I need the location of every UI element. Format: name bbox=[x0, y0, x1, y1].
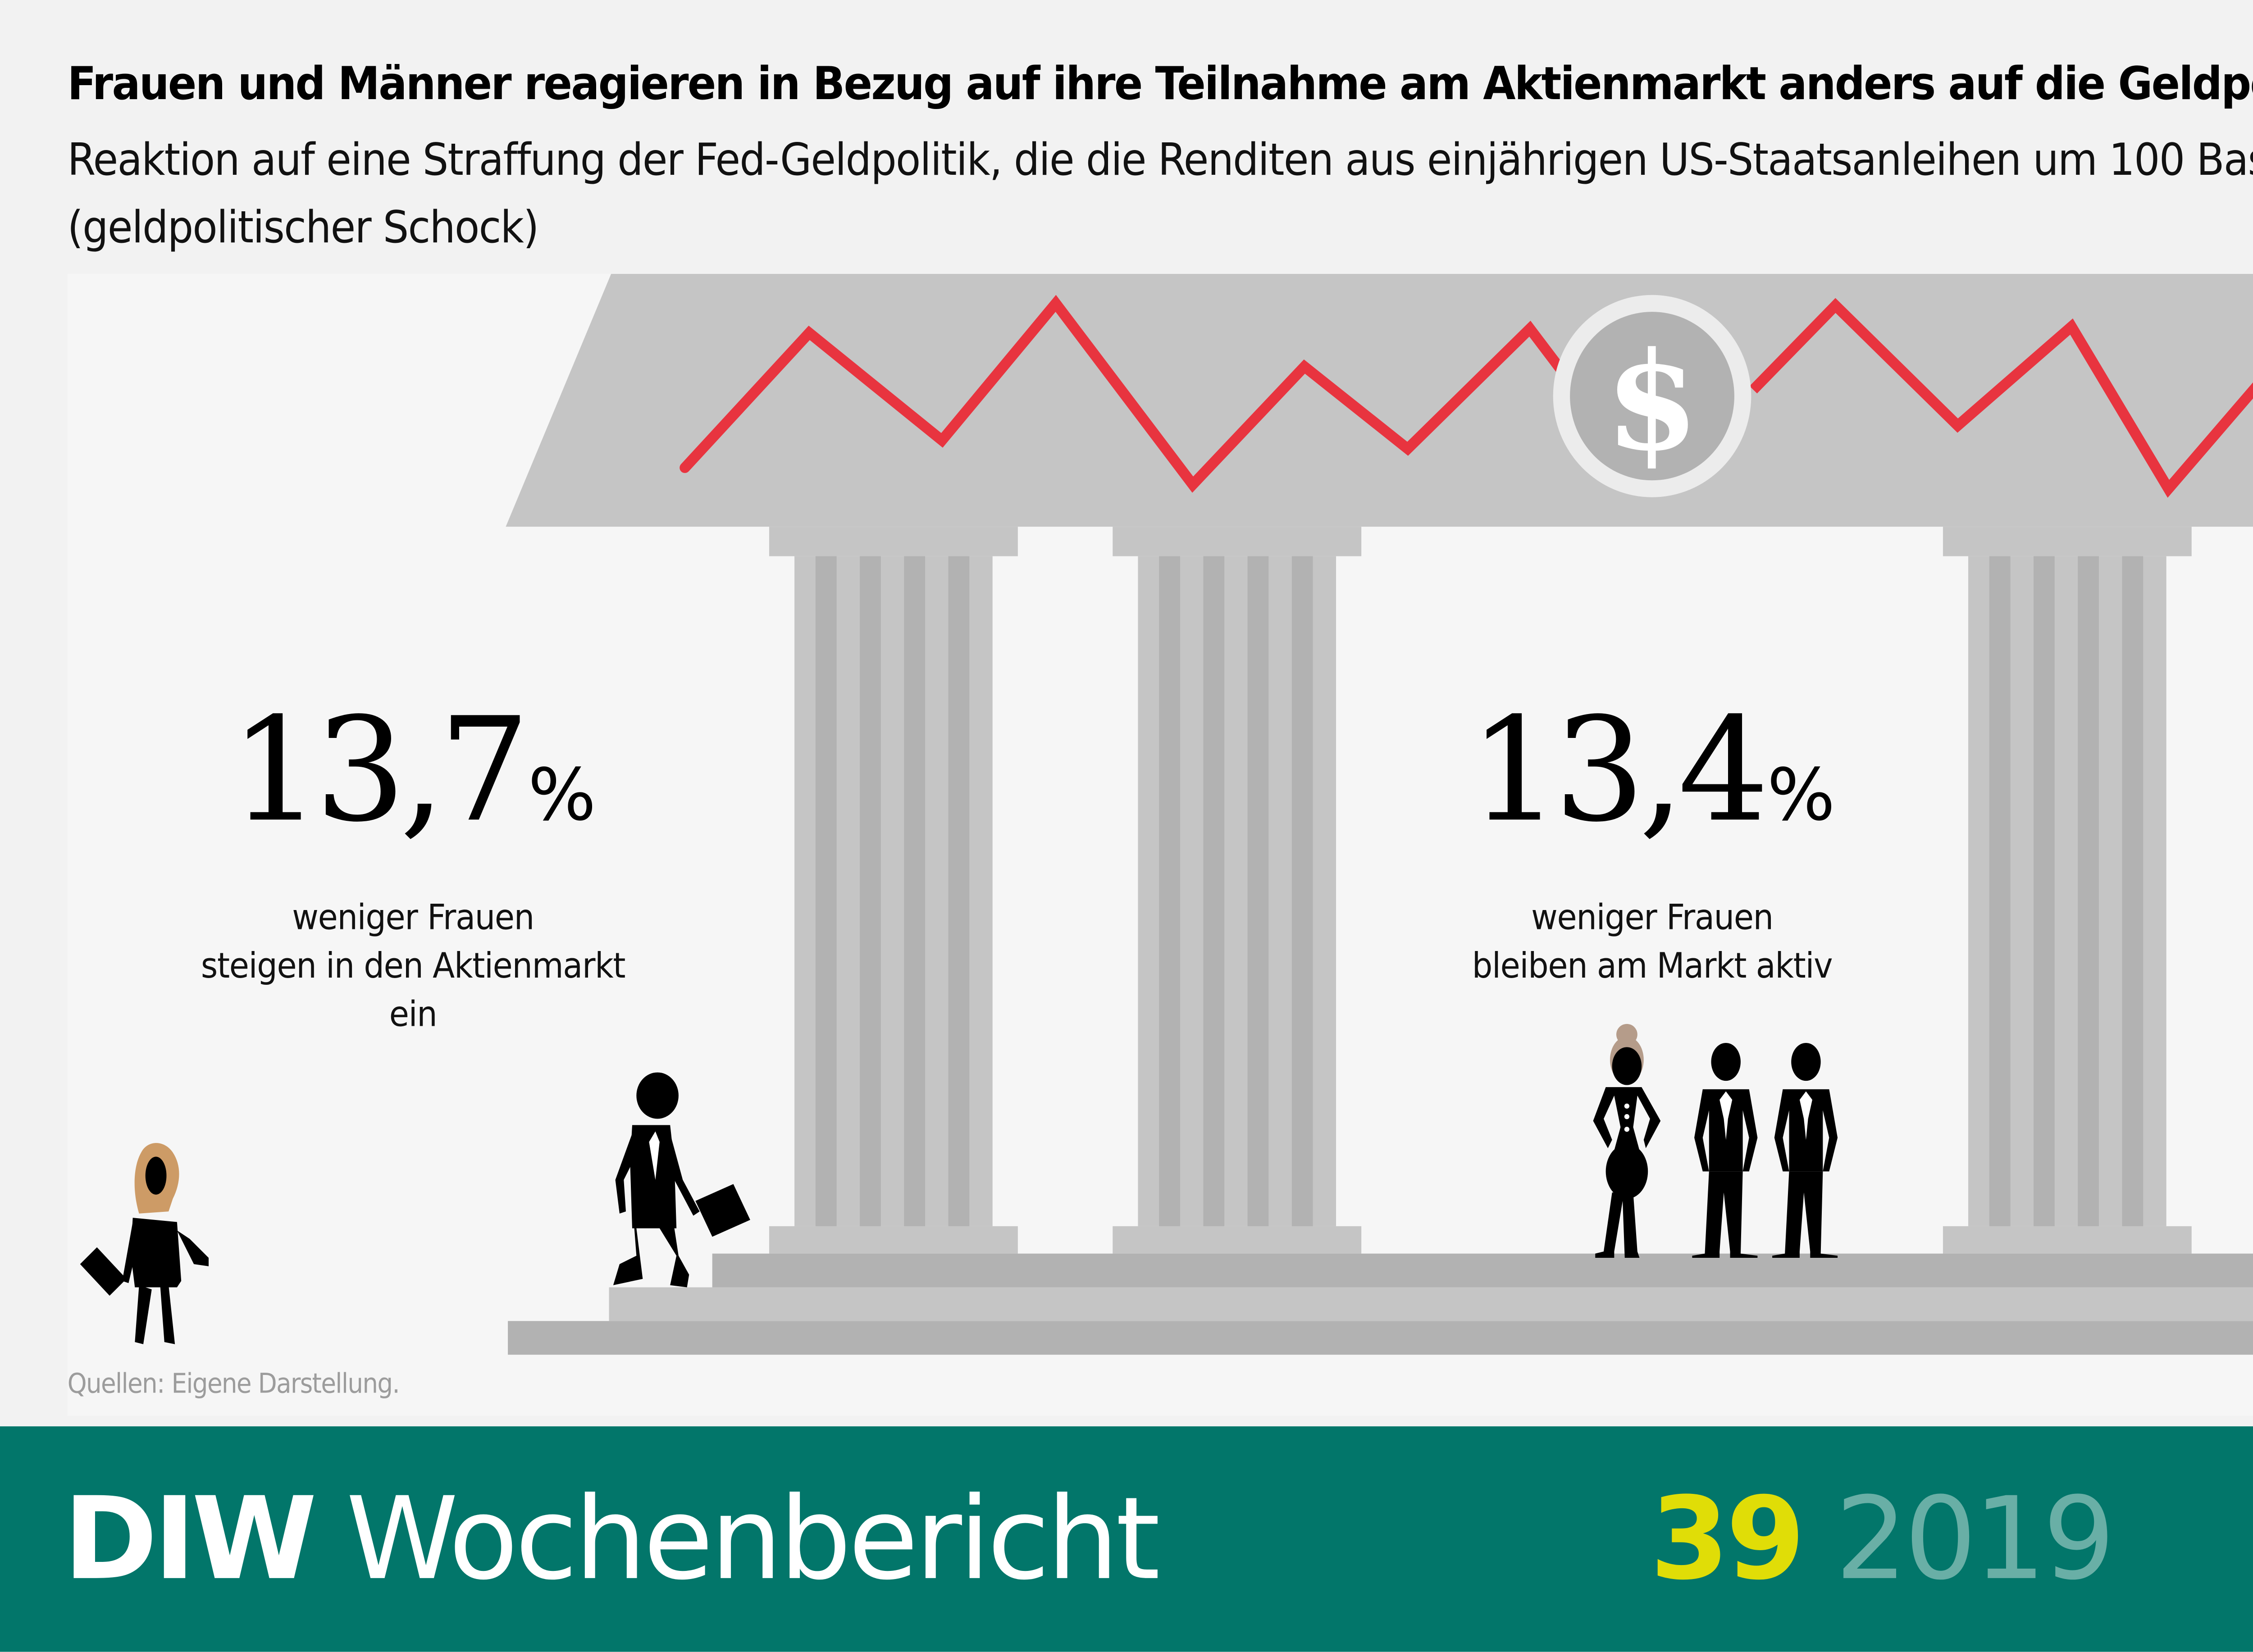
standing-group-figure-icon bbox=[1593, 1024, 1838, 1258]
step-bottom bbox=[508, 1321, 2253, 1355]
svg-text:$: $ bbox=[1605, 322, 1699, 481]
woman-walking-figure-icon bbox=[80, 1143, 209, 1344]
step-top bbox=[712, 1253, 2253, 1288]
subtitle-line-1: Reaktion auf eine Straffung der Fed-Geld… bbox=[67, 135, 2253, 186]
stat-description: weniger Frauen bleiben am Markt aktiv bbox=[1472, 897, 1833, 986]
pillar-flutes bbox=[815, 556, 2144, 1226]
chart-title: Frauen und Männer reagieren in Bezug auf… bbox=[67, 59, 2253, 112]
stat-entry-decline: 13,7% weniger Frauen steigen in den Akti… bbox=[160, 701, 666, 1038]
issue-label: 39 2019 bbox=[1650, 1470, 2116, 1610]
dollar-coin-icon: $ bbox=[1553, 295, 1751, 497]
stat-value: 13,7% bbox=[230, 689, 596, 856]
stat-description: weniger Frauen steigen in den Aktienmark… bbox=[201, 897, 626, 1035]
brand-diw: DIW bbox=[63, 1473, 317, 1606]
footer-bar bbox=[0, 1426, 2253, 1652]
source-note: Quellen: Eigene Darstellung. bbox=[67, 1369, 400, 1402]
brand-wochenbericht: Wochenbericht bbox=[346, 1473, 1160, 1606]
man-walking-figure-icon bbox=[613, 1072, 750, 1288]
chart-subtitle: Reaktion auf eine Straffung der Fed-Geld… bbox=[68, 127, 2253, 261]
publication-name: DIW Wochenbericht bbox=[63, 1470, 1160, 1610]
step-middle bbox=[609, 1287, 2253, 1321]
issue-number: 39 bbox=[1650, 1473, 1805, 1606]
stat-participation-decline: 13,4% weniger Frauen bleiben am Markt ak… bbox=[1399, 701, 1905, 990]
falling-trend-line bbox=[680, 295, 1601, 493]
subtitle-line-2: (geldpolitischer Schock) bbox=[67, 202, 539, 253]
roof-shape bbox=[506, 273, 2253, 527]
issue-year: 2019 bbox=[1835, 1473, 2116, 1606]
falling-trend-line-right bbox=[1749, 298, 2253, 498]
stat-value: 13,4% bbox=[1469, 689, 1835, 856]
